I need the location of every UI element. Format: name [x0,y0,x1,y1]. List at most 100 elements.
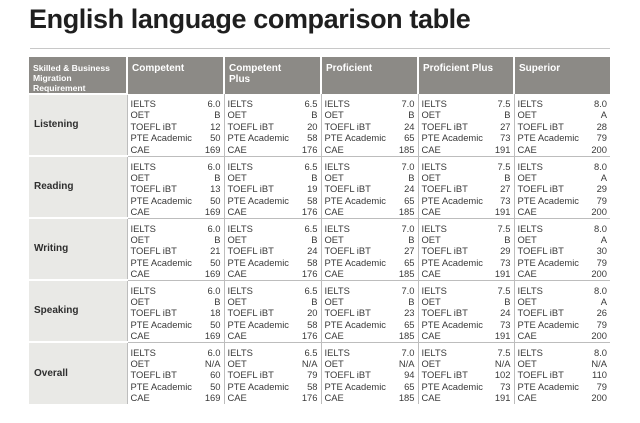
score-line: PTE Academic 65 [325,132,415,143]
test-score: 65 [404,132,415,144]
test-score: 73 [500,318,511,330]
score-line: TOEFL iBT 23 [325,307,415,318]
test-score: 29 [500,245,511,257]
score-line: PTE Academic 73 [422,319,511,330]
score-line: PTE Academic 58 [228,132,318,143]
score-line: IELTS 8.0 [518,98,608,109]
test-name: IELTS [324,346,350,358]
test-score: 185 [398,143,415,155]
test-score: B [214,109,221,121]
score-line: OET B [131,172,221,183]
test-score: 200 [591,330,607,342]
test-score: 20 [307,120,318,132]
skill-label: Speaking [29,279,128,343]
test-score: B [311,109,318,121]
score-line: IELTS 7.0 [325,285,415,296]
test-score: 8.0 [593,222,607,234]
score-line: OET B [422,234,511,245]
score-line: TOEFL iBT 13 [131,183,221,194]
test-score: 65 [404,318,415,330]
score-line: IELTS 6.0 [131,223,221,234]
test-name: OET [517,358,537,369]
test-score: 27 [500,120,511,132]
score-line: IELTS 6.0 [131,161,221,172]
test-name: TOEFL iBT [227,369,274,381]
score-line: CAE 191 [422,330,511,341]
test-name: OET [517,171,537,183]
score-line: CAE 176 [228,206,318,217]
test-score: B [504,109,511,121]
score-line: TOEFL iBT 27 [325,245,415,256]
test-score: 19 [307,183,318,195]
score-line: IELTS 6.0 [131,98,221,109]
score-line: PTE Academic 58 [228,319,318,330]
test-name: PTE Academic [130,132,192,144]
score-line: TOEFL iBT 21 [131,245,221,256]
test-score: 8.0 [593,284,607,296]
score-line: TOEFL iBT 27 [422,183,511,194]
header-label: Plus [229,74,251,85]
test-score: 200 [591,392,607,404]
score-line: CAE 185 [325,206,415,217]
score-line: TOEFL iBT 20 [228,121,318,132]
score-cell: IELTS 7.0 OET B TOEFL iBT 24 PTE Academic 65 CAE… [321,94,419,156]
test-score: B [214,171,221,183]
test-name: IELTS [130,284,156,296]
test-name: PTE Academic [227,194,289,206]
skill-label: Listening [29,93,128,156]
test-name: PTE Academic [227,318,289,330]
score-line: IELTS 7.0 [325,98,415,109]
test-name: IELTS [517,222,543,234]
score-line: CAE 185 [325,268,415,279]
test-score: B [408,295,415,307]
test-name: IELTS [421,346,447,358]
score-line: PTE Academic 65 [325,381,415,392]
score-line: OET B [325,172,415,183]
test-score: 73 [500,380,511,392]
test-score: 7.0 [401,98,415,109]
score-line: OET B [131,109,221,120]
score-line: CAE 169 [131,144,221,155]
test-name: PTE Academic [227,256,289,268]
test-name: CAE [227,206,247,218]
score-line: PTE Academic 50 [131,257,221,268]
header-level: Competent [127,57,225,94]
test-name: CAE [227,143,247,155]
score-line: IELTS 7.0 [325,347,415,358]
test-name: OET [130,171,150,183]
test-score: 169 [204,143,221,155]
test-score: 6.0 [207,98,221,109]
score-line: PTE Academic 50 [131,319,221,330]
test-score: 191 [494,330,511,342]
test-name: PTE Academic [324,194,386,206]
score-line: IELTS 6.0 [131,285,221,296]
score-line: IELTS 7.5 [422,223,511,234]
test-name: CAE [324,206,344,218]
test-score: 176 [301,392,318,404]
score-line: IELTS 8.0 [518,285,608,296]
test-name: IELTS [130,346,156,358]
test-score: B [311,295,318,307]
test-score: 73 [500,256,511,268]
skill-label: Overall [29,341,128,405]
test-name: PTE Academic [421,318,483,330]
score-line: IELTS 6.0 [131,347,221,358]
score-line: CAE 185 [325,144,415,155]
test-name: PTE Academic [324,132,386,144]
test-name: PTE Academic [227,132,289,144]
test-score: 7.5 [497,98,511,109]
score-cell: IELTS 7.0 OET B TOEFL iBT 27 PTE Academic 65 CAE… [321,217,419,281]
score-line: OET N/A [228,358,318,369]
score-line: CAE 169 [131,330,221,341]
test-name: PTE Academic [130,194,192,206]
test-name: IELTS [421,284,447,296]
score-line: CAE 176 [228,268,318,279]
test-name: OET [227,295,247,307]
header-level: Proficient Plus [418,57,515,94]
title-divider [30,48,610,49]
test-score: 23 [404,307,415,319]
score-cell: IELTS 6.5 OET B TOEFL iBT 20 PTE Academic 58 CAE… [224,94,322,156]
test-name: CAE [421,330,441,342]
test-score: 169 [204,330,221,342]
test-score: 6.5 [304,160,318,172]
